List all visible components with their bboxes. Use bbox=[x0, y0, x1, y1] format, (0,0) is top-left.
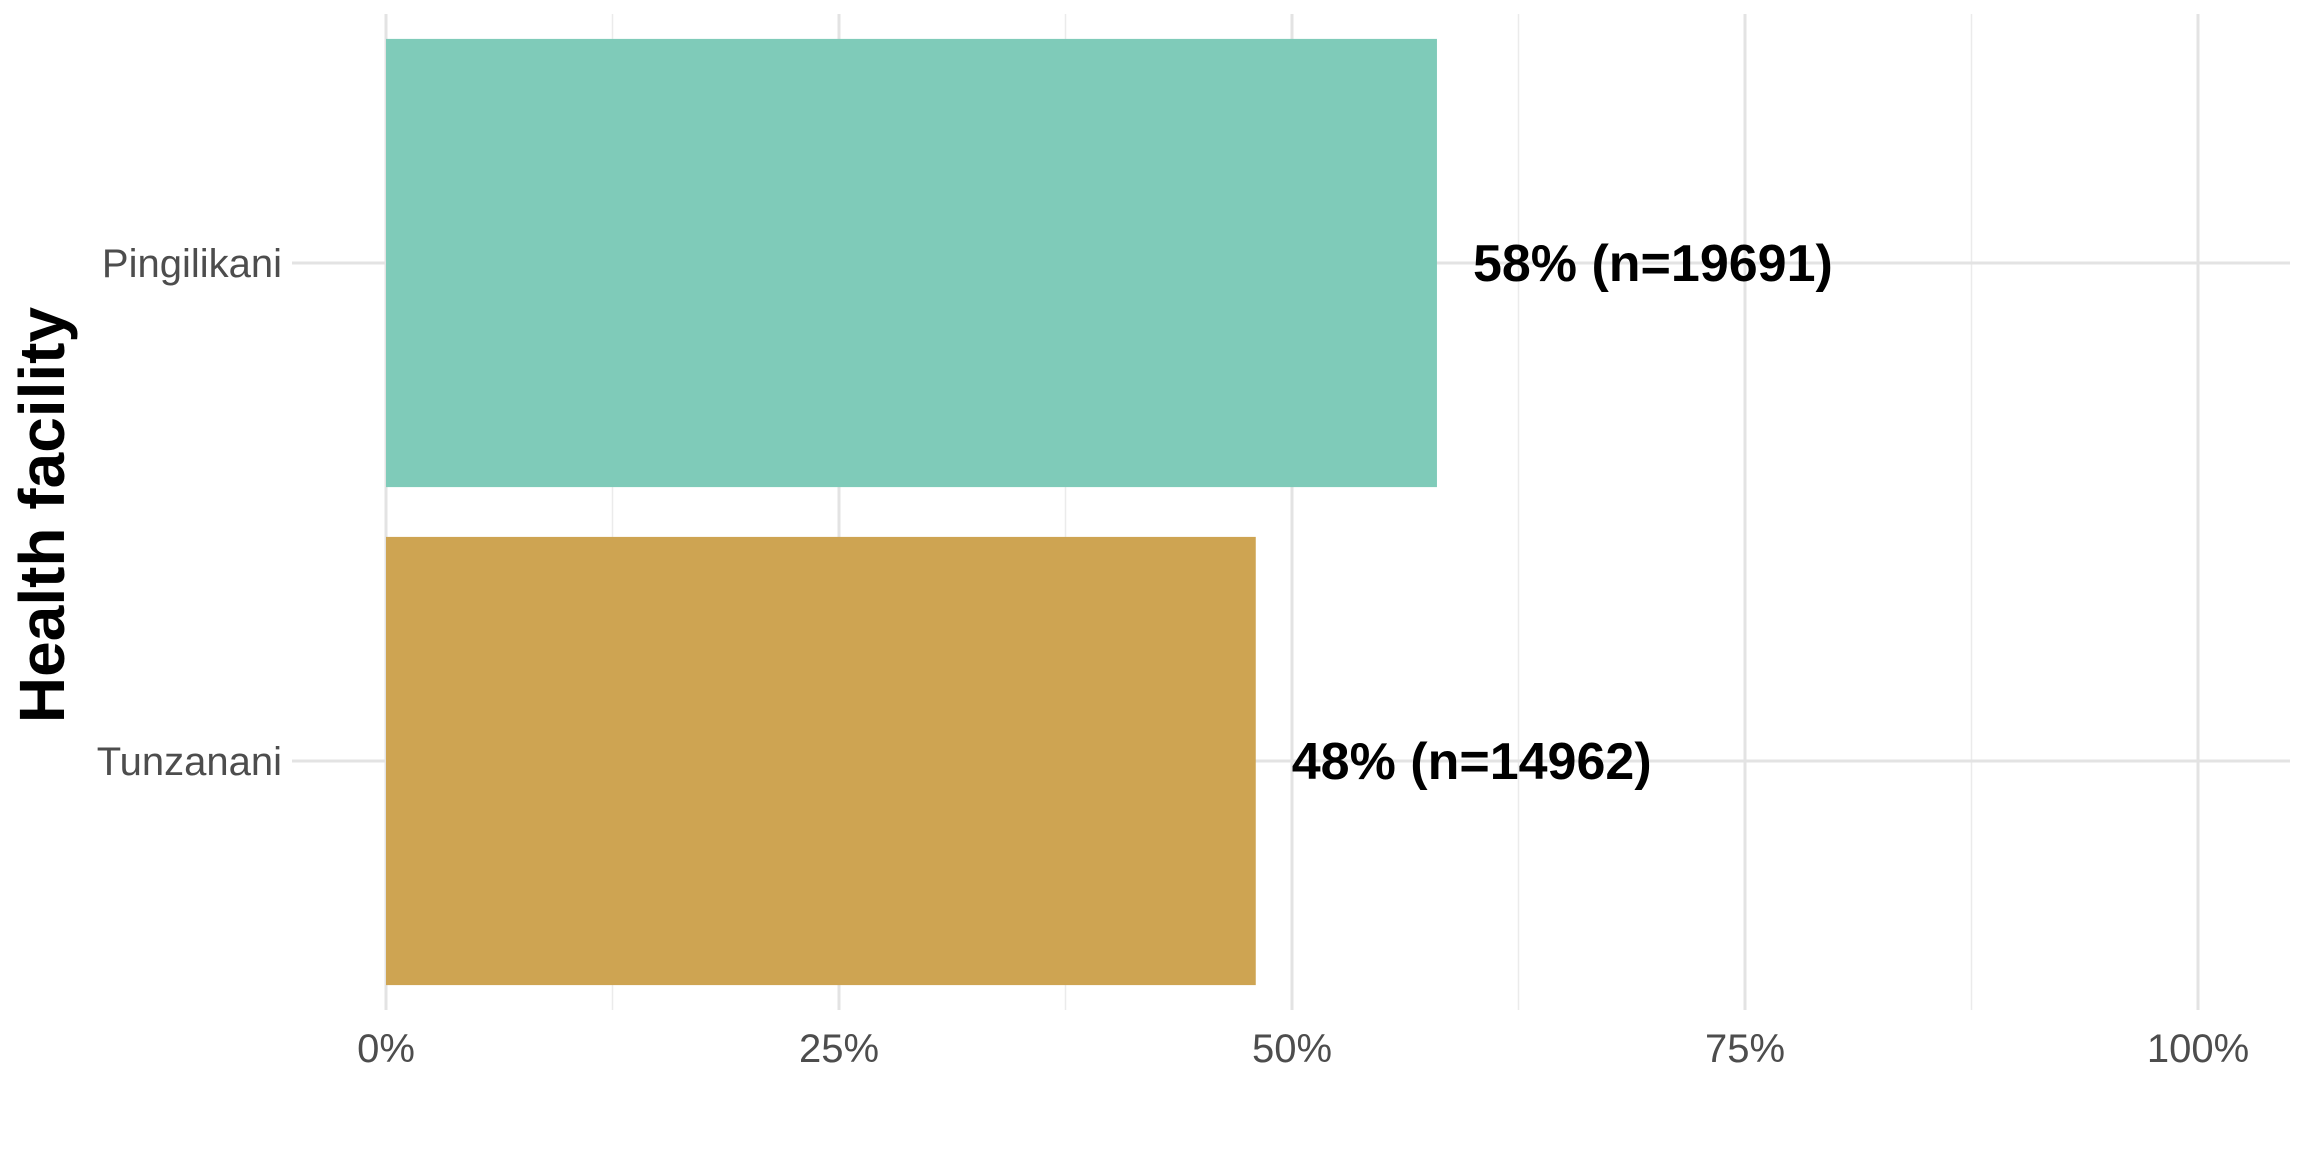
bar-pingilikani bbox=[386, 38, 1437, 488]
x-tick-label: 25% bbox=[799, 1027, 879, 1071]
bar-tunzanani bbox=[386, 536, 1256, 986]
x-tick-labels: 0% 25% 50% 75% 100% bbox=[357, 1027, 2249, 1071]
x-tick-label: 100% bbox=[2147, 1027, 2249, 1071]
category-label: Pingilikani bbox=[102, 242, 282, 286]
bar-data-label: 58% (n=19691) bbox=[1473, 235, 1833, 293]
category-label: Tunzanani bbox=[97, 740, 282, 784]
x-tick-label: 50% bbox=[1252, 1027, 1332, 1071]
x-tick-label: 0% bbox=[357, 1027, 415, 1071]
bars bbox=[386, 38, 1437, 986]
y-axis-title: Health facility bbox=[6, 307, 78, 724]
bar-labels: 58% (n=19691) 48% (n=14962) bbox=[1292, 235, 1833, 791]
category-labels: Pingilikani Tunzanani bbox=[97, 242, 282, 784]
bar-data-label: 48% (n=14962) bbox=[1292, 733, 1652, 791]
x-tick-label: 75% bbox=[1705, 1027, 1785, 1071]
